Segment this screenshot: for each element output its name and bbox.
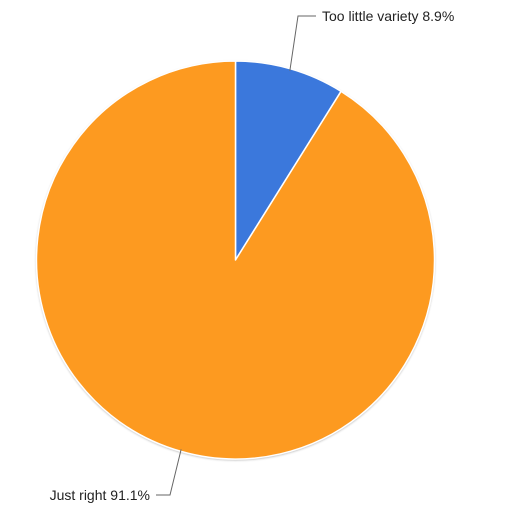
leader-line bbox=[156, 449, 182, 496]
pie-slice-just-right[interactable] bbox=[35, 60, 436, 460]
slice-label-name: Too little variety bbox=[322, 8, 418, 24]
pie-leader-lines bbox=[156, 15, 316, 496]
leader-line bbox=[289, 15, 316, 71]
slice-label-name: Just right bbox=[50, 487, 107, 503]
pie-slices bbox=[35, 60, 436, 460]
slice-label: Just right 91.1% bbox=[50, 487, 150, 503]
slice-label-value: 91.1% bbox=[106, 487, 150, 503]
pie-labels: Too little variety 8.9% Just right 91.1% bbox=[50, 8, 455, 503]
slice-label-value: 8.9% bbox=[418, 8, 454, 24]
slice-label: Too little variety 8.9% bbox=[322, 8, 454, 24]
